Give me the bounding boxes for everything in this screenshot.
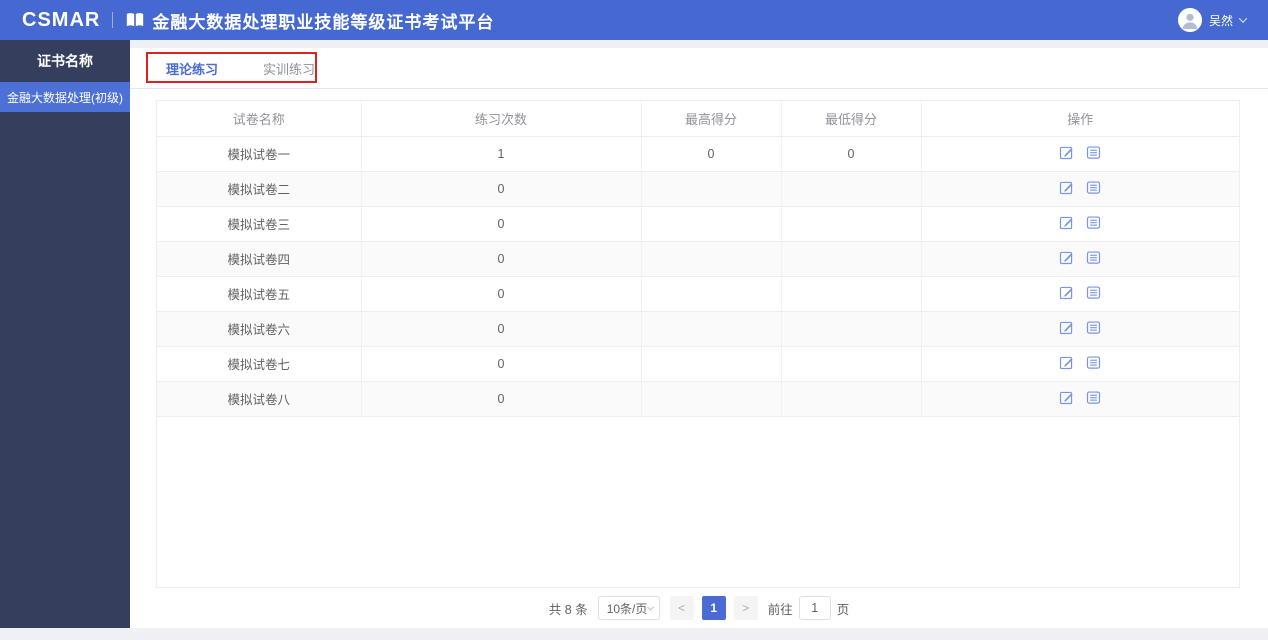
chevron-down-icon (646, 603, 654, 611)
lowest-score-cell (781, 241, 922, 277)
exam-name-cell: 模拟试卷三 (157, 206, 362, 242)
prev-page-button[interactable]: < (669, 596, 694, 620)
practice-count-cell: 0 (361, 241, 642, 277)
page-number-1[interactable]: 1 (701, 596, 726, 620)
lowest-score-cell (781, 171, 922, 207)
document-list-icon[interactable] (1086, 145, 1101, 160)
col-practice-count: 练习次数 (361, 101, 642, 137)
csmar-logo: CSMAR (22, 8, 101, 31)
sidebar-title: 证书名称 (37, 53, 93, 69)
practice-count-cell: 0 (361, 276, 642, 312)
exam-name-cell: 模拟试卷七 (157, 346, 362, 382)
operations-cell (921, 171, 1239, 207)
goto-page-input[interactable] (798, 596, 831, 620)
col-exam-name: 试卷名称 (157, 101, 362, 137)
practice-count-cell: 0 (361, 206, 642, 242)
page-title: 金融大数据处理职业技能等级证书考试平台 (152, 12, 495, 32)
lowest-score-cell (781, 346, 922, 382)
user-menu[interactable]: 吴然 (1177, 8, 1248, 32)
table-row: 模拟试卷八 0 (157, 381, 1239, 417)
operations-cell (921, 136, 1239, 172)
practice-count-cell: 0 (361, 346, 642, 382)
document-list-icon[interactable] (1086, 390, 1101, 405)
book-icon (125, 11, 145, 29)
operations-cell (921, 276, 1239, 312)
app-header: CSMAR 金融大数据处理职业技能等级证书考试平台 吴然 (0, 0, 1268, 40)
edit-square-icon[interactable] (1059, 285, 1074, 300)
chevron-down-icon (1238, 14, 1248, 23)
edit-square-icon[interactable] (1059, 145, 1074, 160)
practice-count-cell: 0 (361, 311, 642, 347)
table-row: 模拟试卷一 1 0 0 (157, 136, 1239, 172)
lowest-score-cell (781, 311, 922, 347)
highest-score-cell (641, 241, 782, 277)
table-row: 模拟试卷四 0 (157, 241, 1239, 277)
lowest-score-cell (781, 276, 922, 312)
tab-training-practice[interactable]: 实训练习 (263, 61, 316, 77)
highest-score-cell (641, 171, 782, 207)
exam-name-cell: 模拟试卷五 (157, 276, 362, 312)
highest-score-cell (641, 276, 782, 312)
avatar-person-icon (1177, 8, 1202, 32)
edit-square-icon[interactable] (1059, 320, 1074, 335)
operations-cell (921, 206, 1239, 242)
lowest-score-cell: 0 (781, 136, 922, 172)
operations-cell (921, 346, 1239, 382)
page-size-value: 10条/页 (606, 601, 648, 616)
highest-score-cell: 0 (641, 136, 782, 172)
document-list-icon[interactable] (1086, 285, 1101, 300)
page-size-select[interactable]: 10条/页 (597, 596, 660, 620)
edit-square-icon[interactable] (1059, 215, 1074, 230)
highest-score-cell (641, 346, 782, 382)
lowest-score-cell (781, 206, 922, 242)
document-list-icon[interactable] (1086, 320, 1101, 335)
highest-score-cell (641, 311, 782, 347)
exam-name-cell: 模拟试卷六 (157, 311, 362, 347)
exam-table: 试卷名称 练习次数 最高得分 最低得分 操作 模拟试卷一 1 0 0 (156, 100, 1240, 588)
document-list-icon[interactable] (1086, 180, 1101, 195)
total-count-label: 共 8 条 (548, 602, 588, 617)
exam-name-cell: 模拟试卷二 (157, 171, 362, 207)
sidebar: 证书名称 金融大数据处理(初级) (0, 40, 130, 628)
document-list-icon[interactable] (1086, 355, 1101, 370)
next-page-button[interactable]: > (733, 596, 758, 620)
main-content: 理论练习 实训练习 试卷名称 练习次数 最高得分 最低得分 操作 模拟试卷一 1… (130, 48, 1268, 628)
operations-cell (921, 381, 1239, 417)
lowest-score-cell (781, 381, 922, 417)
col-highest-score: 最高得分 (641, 101, 782, 137)
tab-theory-practice[interactable]: 理论练习 (166, 61, 219, 77)
practice-count-cell: 1 (361, 136, 642, 172)
document-list-icon[interactable] (1086, 250, 1101, 265)
table-row: 模拟试卷六 0 (157, 311, 1239, 347)
table-row: 模拟试卷三 0 (157, 206, 1239, 242)
edit-square-icon[interactable] (1059, 355, 1074, 370)
username: 吴然 (1208, 13, 1233, 28)
edit-square-icon[interactable] (1059, 390, 1074, 405)
table-header-row: 试卷名称 练习次数 最高得分 最低得分 操作 (157, 101, 1239, 137)
exam-name-cell: 模拟试卷八 (157, 381, 362, 417)
table-row: 模拟试卷五 0 (157, 276, 1239, 312)
exam-name-cell: 模拟试卷一 (157, 136, 362, 172)
col-lowest-score: 最低得分 (781, 101, 922, 137)
practice-count-cell: 0 (361, 171, 642, 207)
highest-score-cell (641, 206, 782, 242)
col-operations: 操作 (921, 101, 1239, 137)
table-row: 模拟试卷二 0 (157, 171, 1239, 207)
goto-label: 前往 (767, 602, 793, 617)
practice-count-cell: 0 (361, 381, 642, 417)
sidebar-item-certificate[interactable]: 金融大数据处理(初级) (0, 82, 130, 112)
tab-bar: 理论练习 实训练习 (130, 48, 1268, 89)
highest-score-cell (641, 381, 782, 417)
table-body: 模拟试卷一 1 0 0 (157, 136, 1239, 417)
document-list-icon[interactable] (1086, 215, 1101, 230)
table-row: 模拟试卷七 0 (157, 346, 1239, 382)
logo-divider (112, 12, 114, 28)
exam-name-cell: 模拟试卷四 (157, 241, 362, 277)
pagination: 共 8 条 10条/页 < 1 > 前往 页 (130, 596, 1268, 620)
edit-square-icon[interactable] (1059, 250, 1074, 265)
operations-cell (921, 311, 1239, 347)
operations-cell (921, 241, 1239, 277)
page-suffix-label: 页 (836, 602, 850, 617)
edit-square-icon[interactable] (1059, 180, 1074, 195)
